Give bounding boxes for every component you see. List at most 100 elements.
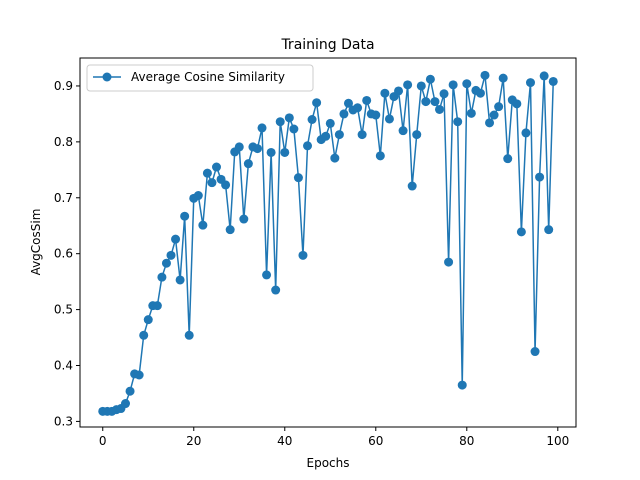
data-point <box>271 285 281 295</box>
data-point <box>457 380 467 390</box>
data-point <box>466 108 476 118</box>
y-tick-label: 0.9 <box>54 79 73 93</box>
data-point <box>175 275 185 285</box>
data-point <box>512 99 522 109</box>
data-point <box>362 95 372 105</box>
data-point <box>289 124 299 134</box>
data-point <box>544 225 554 235</box>
plot-area <box>98 70 558 416</box>
legend: Average Cosine Similarity <box>86 64 314 92</box>
data-point <box>503 154 513 164</box>
data-point <box>462 79 472 89</box>
data-point <box>380 88 390 98</box>
data-point <box>193 191 203 201</box>
data-point <box>139 330 149 340</box>
data-point <box>180 211 190 221</box>
data-point <box>171 234 181 244</box>
data-point <box>339 109 349 119</box>
y-tick-label: 0.7 <box>54 191 73 205</box>
data-point <box>375 151 385 161</box>
data-point <box>125 386 135 396</box>
data-point <box>526 78 535 88</box>
data-point <box>157 272 167 282</box>
data-point <box>485 118 495 128</box>
data-point <box>152 301 162 311</box>
data-point <box>252 144 262 154</box>
data-point <box>535 172 545 182</box>
data-point <box>353 103 363 113</box>
data-point <box>453 117 463 127</box>
x-tick-label: 20 <box>186 434 201 448</box>
data-point <box>293 173 303 183</box>
x-tick-label: 40 <box>277 434 292 448</box>
data-point <box>480 70 490 80</box>
data-point <box>448 80 458 90</box>
data-point <box>134 370 144 380</box>
data-point <box>143 315 153 325</box>
data-point <box>421 97 431 107</box>
data-point <box>166 250 176 260</box>
data-point <box>516 227 526 237</box>
data-point <box>521 128 531 138</box>
data-point <box>489 110 499 120</box>
legend-box <box>86 64 314 92</box>
data-point <box>303 141 313 151</box>
y-tick-label: 0.3 <box>54 414 73 428</box>
data-point <box>494 102 504 112</box>
y-axis-label: AvgCosSim <box>29 209 43 276</box>
data-point <box>398 126 408 136</box>
data-point <box>343 98 353 108</box>
data-point <box>394 86 404 96</box>
data-point <box>280 147 290 157</box>
data-point <box>498 73 508 83</box>
data-point <box>530 347 540 357</box>
data-point <box>439 89 449 99</box>
data-point <box>257 123 267 133</box>
data-point <box>444 257 454 267</box>
y-tick-label: 0.8 <box>54 135 73 149</box>
data-point <box>434 104 444 114</box>
data-point <box>325 118 335 128</box>
data-point <box>262 270 272 280</box>
data-point <box>430 97 440 107</box>
y-tick-label: 0.5 <box>54 303 73 317</box>
data-point <box>357 130 367 140</box>
data-point <box>371 110 381 120</box>
data-point <box>284 113 294 123</box>
x-axis-label: Epochs <box>307 456 350 470</box>
data-point <box>202 168 212 178</box>
data-point <box>221 180 231 190</box>
data-point <box>321 131 331 141</box>
x-tick-label: 80 <box>459 434 474 448</box>
data-point <box>275 117 285 127</box>
x-axis: 0 20 40 60 80 100 <box>99 427 569 448</box>
data-point <box>234 142 244 152</box>
legend-marker-swatch <box>102 72 112 82</box>
x-tick-label: 100 <box>546 434 569 448</box>
data-point <box>225 225 235 235</box>
data-point <box>239 214 249 224</box>
y-axis: 0.3 0.4 0.5 0.6 0.7 0.8 0.9 <box>54 79 80 428</box>
data-point <box>403 80 413 90</box>
data-point <box>312 98 322 108</box>
data-point <box>161 258 171 268</box>
data-point <box>475 88 485 98</box>
data-point <box>212 162 222 172</box>
y-tick-label: 0.4 <box>54 359 73 373</box>
data-point <box>307 115 317 124</box>
data-point <box>121 399 130 409</box>
chart-title: Training Data <box>280 37 374 53</box>
data-point <box>198 220 208 230</box>
data-point <box>539 71 549 81</box>
x-tick-label: 0 <box>99 434 107 448</box>
data-point <box>243 159 253 169</box>
data-point <box>334 130 344 140</box>
data-point <box>207 178 217 188</box>
data-point <box>266 147 276 157</box>
data-point <box>384 114 394 124</box>
axes-frame <box>79 57 577 428</box>
data-point <box>330 153 340 163</box>
data-point <box>425 74 435 84</box>
x-tick-label: 60 <box>368 434 383 448</box>
